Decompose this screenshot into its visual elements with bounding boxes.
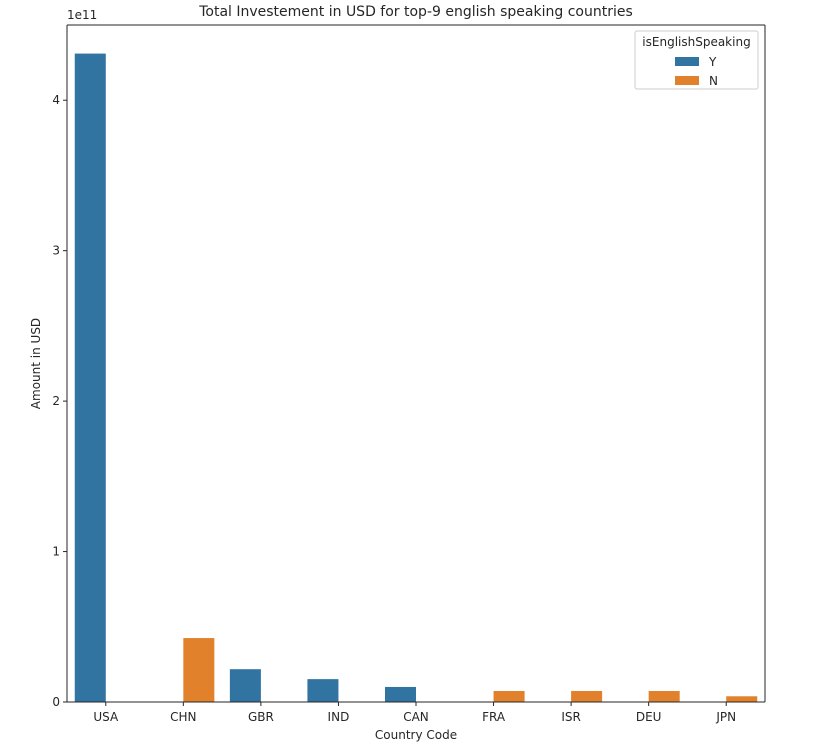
bars-group [74,53,758,702]
legend-label-y: Y [708,55,717,69]
legend-swatch-n [675,76,699,85]
bar-can-y [384,686,416,702]
bar-gbr-y [229,669,261,702]
y-tick-label: 3 [52,244,60,258]
bar-deu-n [648,691,680,702]
y-axis-offset-text: 1e11 [67,8,97,22]
bar-fra-n [493,691,525,702]
bar-usa-y [74,53,106,702]
legend-title: isEnglishSpeaking [642,35,750,49]
x-tick-label: CAN [403,710,429,724]
legend-items: YN [675,55,718,88]
chart-title: Total Investement in USD for top-9 engli… [198,4,633,20]
x-tick-label: FRA [482,710,506,724]
ticks-group: 0 1 2 3 4 USA CHN GBR IND CAN FRA ISR DEU JPN [52,93,736,724]
x-axis-label: Country Code [375,728,457,742]
x-tick-label: USA [93,710,119,724]
bar-chn-n [183,638,215,702]
bar-ind-y [307,679,339,702]
legend: isEnglishSpeaking YN [634,30,759,90]
y-axis-label: Amount in USD [29,318,43,409]
bar-isr-n [571,691,603,702]
x-tick-label: ISR [561,710,581,724]
x-tick-label: CHN [170,710,196,724]
y-tick-label: 4 [52,93,60,107]
axes-group [66,24,766,703]
y-tick-label: 0 [52,695,60,709]
x-tick-label: DEU [636,710,662,724]
x-tick-label: IND [328,710,350,724]
y-tick-label: 2 [52,394,60,408]
y-tick-label: 1 [52,545,60,559]
legend-label-n: N [709,74,718,88]
x-tick-label: GBR [248,710,274,724]
bar-jpn-n [726,696,758,702]
legend-swatch-y [675,57,699,66]
x-tick-label: JPN [715,710,736,724]
